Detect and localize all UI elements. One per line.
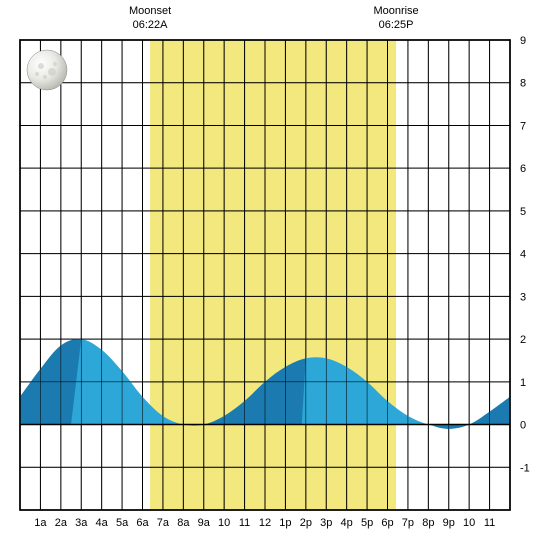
y-axis-label: 8 — [520, 78, 526, 90]
x-axis-label: 7a — [157, 517, 170, 529]
x-axis-label: 4p — [341, 517, 353, 529]
x-axis-label: 10 — [463, 517, 475, 529]
x-axis-label: 11 — [239, 517, 250, 529]
x-axis-label: 3p — [320, 517, 332, 529]
x-axis-label: 1p — [279, 517, 291, 529]
y-axis-label: -1 — [520, 462, 530, 474]
y-axis-label: 5 — [520, 206, 526, 218]
y-axis-label: 9 — [520, 35, 526, 47]
x-axis-label: 2a — [55, 517, 68, 529]
x-axis-label: 10 — [218, 517, 230, 529]
y-axis-label: 7 — [520, 120, 526, 132]
x-axis-label: 1a — [34, 517, 47, 529]
x-axis-label: 8a — [177, 517, 190, 529]
moonset-time: 06:22A — [133, 19, 169, 31]
moonrise-time: 06:25P — [379, 19, 414, 31]
y-axis-label: 4 — [520, 249, 526, 261]
x-axis-label: 2p — [300, 517, 312, 529]
y-axis-label: 2 — [520, 334, 526, 346]
x-axis-label: 9p — [443, 517, 455, 529]
y-axis-label: 3 — [520, 291, 526, 303]
x-axis-label: 4a — [96, 517, 109, 529]
moonset-label: Moonset — [129, 5, 171, 17]
moon-icon — [27, 50, 67, 90]
y-axis-label: 6 — [520, 163, 526, 175]
x-axis-label: 6p — [381, 517, 393, 529]
moonrise-label: Moonrise — [373, 5, 418, 17]
tide-chart: 1a2a3a4a5a6a7a8a9a1011121p2p3p4p5p6p7p8p… — [0, 0, 550, 550]
y-axis-label: 0 — [520, 420, 526, 432]
x-axis-label: 12 — [259, 517, 271, 529]
daylight-band — [150, 40, 396, 510]
x-axis-label: 3a — [75, 517, 88, 529]
x-axis-label: 6a — [136, 517, 149, 529]
chart-svg: 1a2a3a4a5a6a7a8a9a1011121p2p3p4p5p6p7p8p… — [0, 0, 550, 550]
x-axis-label: 11 — [484, 517, 495, 529]
x-axis-label: 5a — [116, 517, 129, 529]
y-axis-label: 1 — [520, 377, 526, 389]
x-axis-label: 8p — [422, 517, 434, 529]
x-axis-label: 9a — [198, 517, 211, 529]
x-axis-label: 7p — [402, 517, 414, 529]
x-axis-label: 5p — [361, 517, 373, 529]
